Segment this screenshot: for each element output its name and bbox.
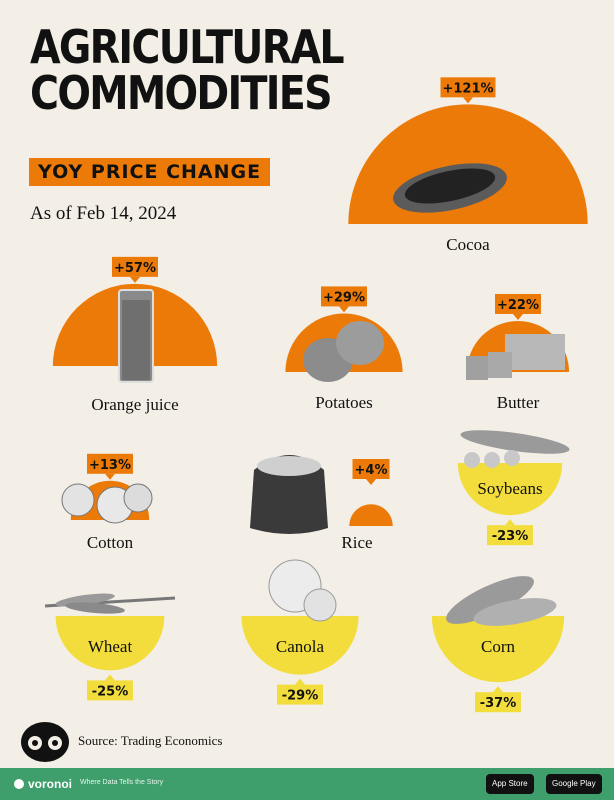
corn-value-badge [475, 692, 521, 713]
wheat-badge-pointer [105, 674, 115, 681]
rice-value-badge [352, 459, 390, 479]
footer-brand[interactable]: voronoi [14, 777, 72, 791]
wheat-semicircle [55, 616, 165, 671]
app-store-label: App Store [492, 779, 528, 788]
soybeans-semicircle [457, 463, 563, 516]
cotton-value-label: +13% [89, 458, 131, 473]
rice-badge-pointer [366, 479, 376, 485]
cotton-icon [61, 483, 153, 524]
potatoes-value-badge [321, 286, 367, 307]
footer-bar: voronoi Where Data Tells the Story App S… [0, 768, 614, 800]
title-line-2: COMMODITIES [30, 66, 333, 120]
butter-icon [466, 334, 565, 380]
canola-value-badge [277, 684, 323, 705]
cotton-badge-pointer [105, 473, 115, 480]
app-store-button[interactable]: App Store [486, 774, 534, 794]
canola-badge-pointer [295, 678, 305, 685]
cotton-value-badge [87, 453, 133, 474]
brand-name: voronoi [28, 777, 72, 791]
butter-value-badge [495, 293, 541, 314]
corn-name-label: Corn [481, 637, 516, 656]
google-play-label: Google Play [552, 779, 596, 788]
orange-juice-icon [118, 289, 154, 383]
potatoes-name-label: Potatoes [315, 393, 373, 412]
potatoes-badge-pointer [339, 306, 349, 313]
soybeans-badge-pointer [505, 519, 515, 526]
canola-semicircle [241, 616, 359, 675]
cocoa-value-badge [440, 77, 496, 98]
corn-icon [446, 576, 557, 626]
page-title: AGRICULTURAL COMMODITIES [30, 20, 345, 120]
potatoes-value-label: +29% [323, 290, 365, 305]
rice-semicircle [349, 504, 393, 526]
wheat-name-label: Wheat [88, 637, 133, 656]
wheat-icon [44, 593, 176, 614]
butter-value-label: +22% [497, 298, 539, 313]
canola-value-label: -29% [282, 689, 319, 704]
potatoes-icon [303, 321, 384, 382]
cocoa-name-label: Cocoa [446, 235, 490, 254]
rice-icon [250, 455, 328, 534]
rice-value-label: +4% [355, 463, 388, 478]
cotton-name-label: Cotton [87, 533, 134, 552]
butter-name-label: Butter [497, 393, 540, 412]
wheat-value-label: -25% [92, 684, 129, 699]
google-play-button[interactable]: Google Play [546, 774, 602, 794]
cocoa-badge-pointer [463, 97, 473, 104]
corn-value-label: -37% [480, 696, 517, 711]
as-of-date: As of Feb 14, 2024 [30, 203, 177, 224]
orange-juice-name-label: Orange juice [91, 395, 178, 414]
brand-logo-icon [14, 779, 24, 789]
orange-juice-badge-pointer [130, 276, 140, 283]
title-line-1: AGRICULTURAL [30, 20, 345, 74]
butter-badge-pointer [513, 313, 523, 320]
cocoa-icon [393, 163, 507, 213]
canola-name-label: Canola [276, 637, 325, 656]
corn-badge-pointer [493, 686, 503, 693]
corn-semicircle [431, 616, 565, 683]
voronoi-logo-icon [21, 722, 69, 762]
subtitle-badge: YOY PRICE CHANGE [29, 158, 271, 186]
canola-icon [268, 559, 337, 622]
source-note: Source: Trading Economics [78, 733, 223, 748]
orange-juice-value-label: +57% [114, 261, 156, 276]
cocoa-value-label: +121% [442, 81, 493, 96]
soybeans-value-badge [487, 525, 533, 546]
rice-name-label: Rice [341, 533, 372, 552]
soybeans-icon [460, 430, 570, 468]
soybeans-name-label: Soybeans [477, 479, 542, 498]
soybeans-value-label: -23% [492, 529, 529, 544]
footer-tagline: Where Data Tells the Story [80, 779, 164, 786]
wheat-value-badge [87, 680, 133, 701]
orange-juice-value-badge [112, 256, 158, 277]
